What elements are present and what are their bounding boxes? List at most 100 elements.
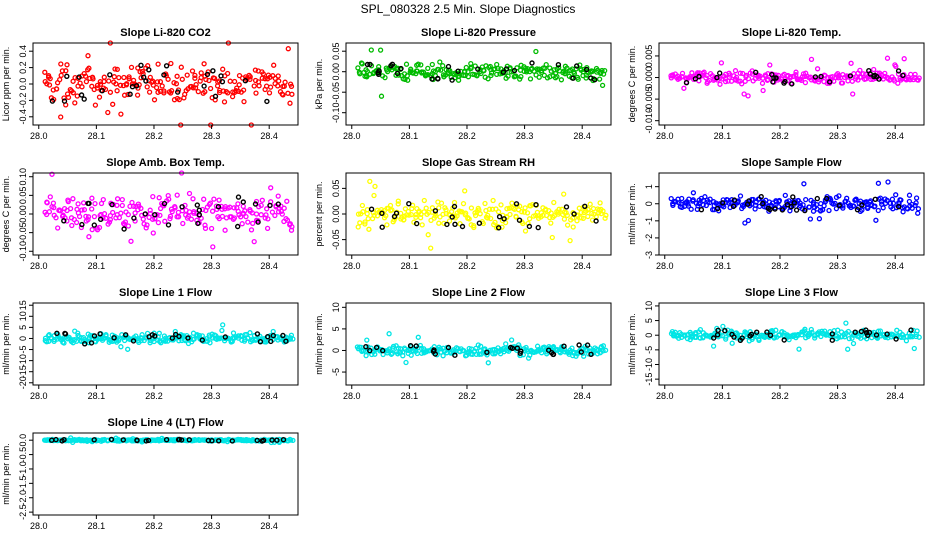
- data-point: [913, 333, 919, 340]
- highlight-point: [779, 207, 786, 213]
- highlight-point: [152, 211, 158, 218]
- data-point: [488, 70, 495, 76]
- data-point: [504, 206, 510, 212]
- data-point: [418, 62, 424, 68]
- data-point: [186, 190, 193, 197]
- highlight-point: [588, 351, 594, 357]
- highlight-point: [178, 437, 185, 443]
- highlight-point: [555, 61, 562, 68]
- data-point: [114, 202, 120, 209]
- data-point: [513, 213, 519, 220]
- data-point: [188, 216, 195, 222]
- data-point: [51, 336, 58, 343]
- data-point: [898, 197, 904, 203]
- data-point: [207, 340, 213, 346]
- data-point: [697, 335, 703, 341]
- chart-panel-1: Slope Li-820 CO2 Licor ppm per min. 28.0 28…: [1, 27, 299, 141]
- highlight-point: [781, 337, 787, 343]
- x-tick-label: 28.1: [714, 391, 732, 401]
- data-point: [425, 232, 431, 238]
- data-point: [211, 75, 218, 82]
- data-point: [462, 188, 468, 194]
- data-point: [405, 77, 411, 83]
- data-point: [251, 238, 257, 245]
- data-point: [390, 219, 396, 225]
- data-point: [833, 205, 840, 212]
- data-point: [685, 203, 692, 209]
- highlight-point: [161, 72, 167, 78]
- data-point: [111, 74, 117, 80]
- data-point: [151, 97, 158, 103]
- data-point: [570, 224, 576, 230]
- highlight-point: [406, 200, 412, 207]
- data-point: [720, 323, 726, 330]
- highlight-point: [863, 327, 869, 333]
- data-point: [395, 201, 401, 207]
- data-point: [548, 220, 554, 226]
- x-tick-label: 28.0: [30, 261, 48, 271]
- data-point: [110, 209, 116, 216]
- data-point: [220, 322, 226, 328]
- data-point: [490, 197, 496, 204]
- data-point: [454, 213, 460, 219]
- data-point: [53, 86, 60, 92]
- data-point: [723, 336, 729, 342]
- plot-frame: [658, 42, 925, 126]
- data-point: [240, 87, 247, 93]
- y-tick-label: 5: [18, 325, 28, 330]
- highlight-point: [97, 216, 104, 223]
- highlight-point: [900, 72, 906, 79]
- highlight-point: [212, 93, 219, 100]
- highlight-point: [818, 73, 824, 80]
- data-point: [86, 234, 92, 240]
- chart-title: Slope Li-820 Temp.: [742, 27, 841, 39]
- data-point: [202, 222, 208, 228]
- highlight-point: [511, 67, 518, 74]
- x-tick-label: 28.0: [656, 391, 674, 401]
- x-tick-label: 28.1: [88, 391, 106, 401]
- data-point: [403, 61, 410, 67]
- data-point: [227, 78, 233, 84]
- y-tick-label: -5: [18, 346, 28, 354]
- highlight-point: [257, 339, 264, 345]
- plot-frame: [658, 302, 925, 386]
- data-point: [402, 206, 409, 212]
- data-point: [67, 205, 74, 212]
- data-point: [169, 208, 175, 215]
- y-tick-label: -1.5: [18, 476, 28, 492]
- data-point: [440, 63, 446, 69]
- data-point: [877, 328, 884, 334]
- highlight-point: [165, 222, 172, 228]
- highlight-point: [215, 438, 222, 444]
- chart-title: Slope Line 3 Flow: [745, 287, 838, 299]
- x-tick-label: 28.0: [656, 261, 674, 271]
- data-point: [280, 92, 286, 98]
- highlight-point: [185, 335, 191, 341]
- data-point: [167, 215, 173, 222]
- data-point: [195, 88, 201, 95]
- data-point: [440, 72, 447, 78]
- data-point: [498, 202, 504, 208]
- data-point: [460, 200, 467, 207]
- data-point: [495, 65, 501, 72]
- highlight-point: [240, 199, 247, 205]
- highlight-point: [771, 75, 777, 81]
- data-point: [558, 77, 565, 83]
- data-point: [364, 206, 371, 213]
- data-point: [85, 216, 91, 223]
- x-tick-label: 28.1: [401, 131, 419, 141]
- data-point: [875, 180, 882, 186]
- y-tick-label: -10: [644, 358, 654, 371]
- data-point: [889, 196, 896, 202]
- data-point: [807, 216, 814, 222]
- highlight-point: [222, 334, 229, 340]
- highlight-point: [549, 350, 555, 356]
- highlight-point: [367, 347, 373, 354]
- data-point: [477, 211, 483, 217]
- data-point: [590, 205, 597, 212]
- highlight-point: [275, 201, 281, 207]
- data-point: [150, 78, 156, 84]
- data-point: [912, 202, 918, 209]
- data-point: [46, 338, 52, 344]
- data-point: [836, 193, 842, 199]
